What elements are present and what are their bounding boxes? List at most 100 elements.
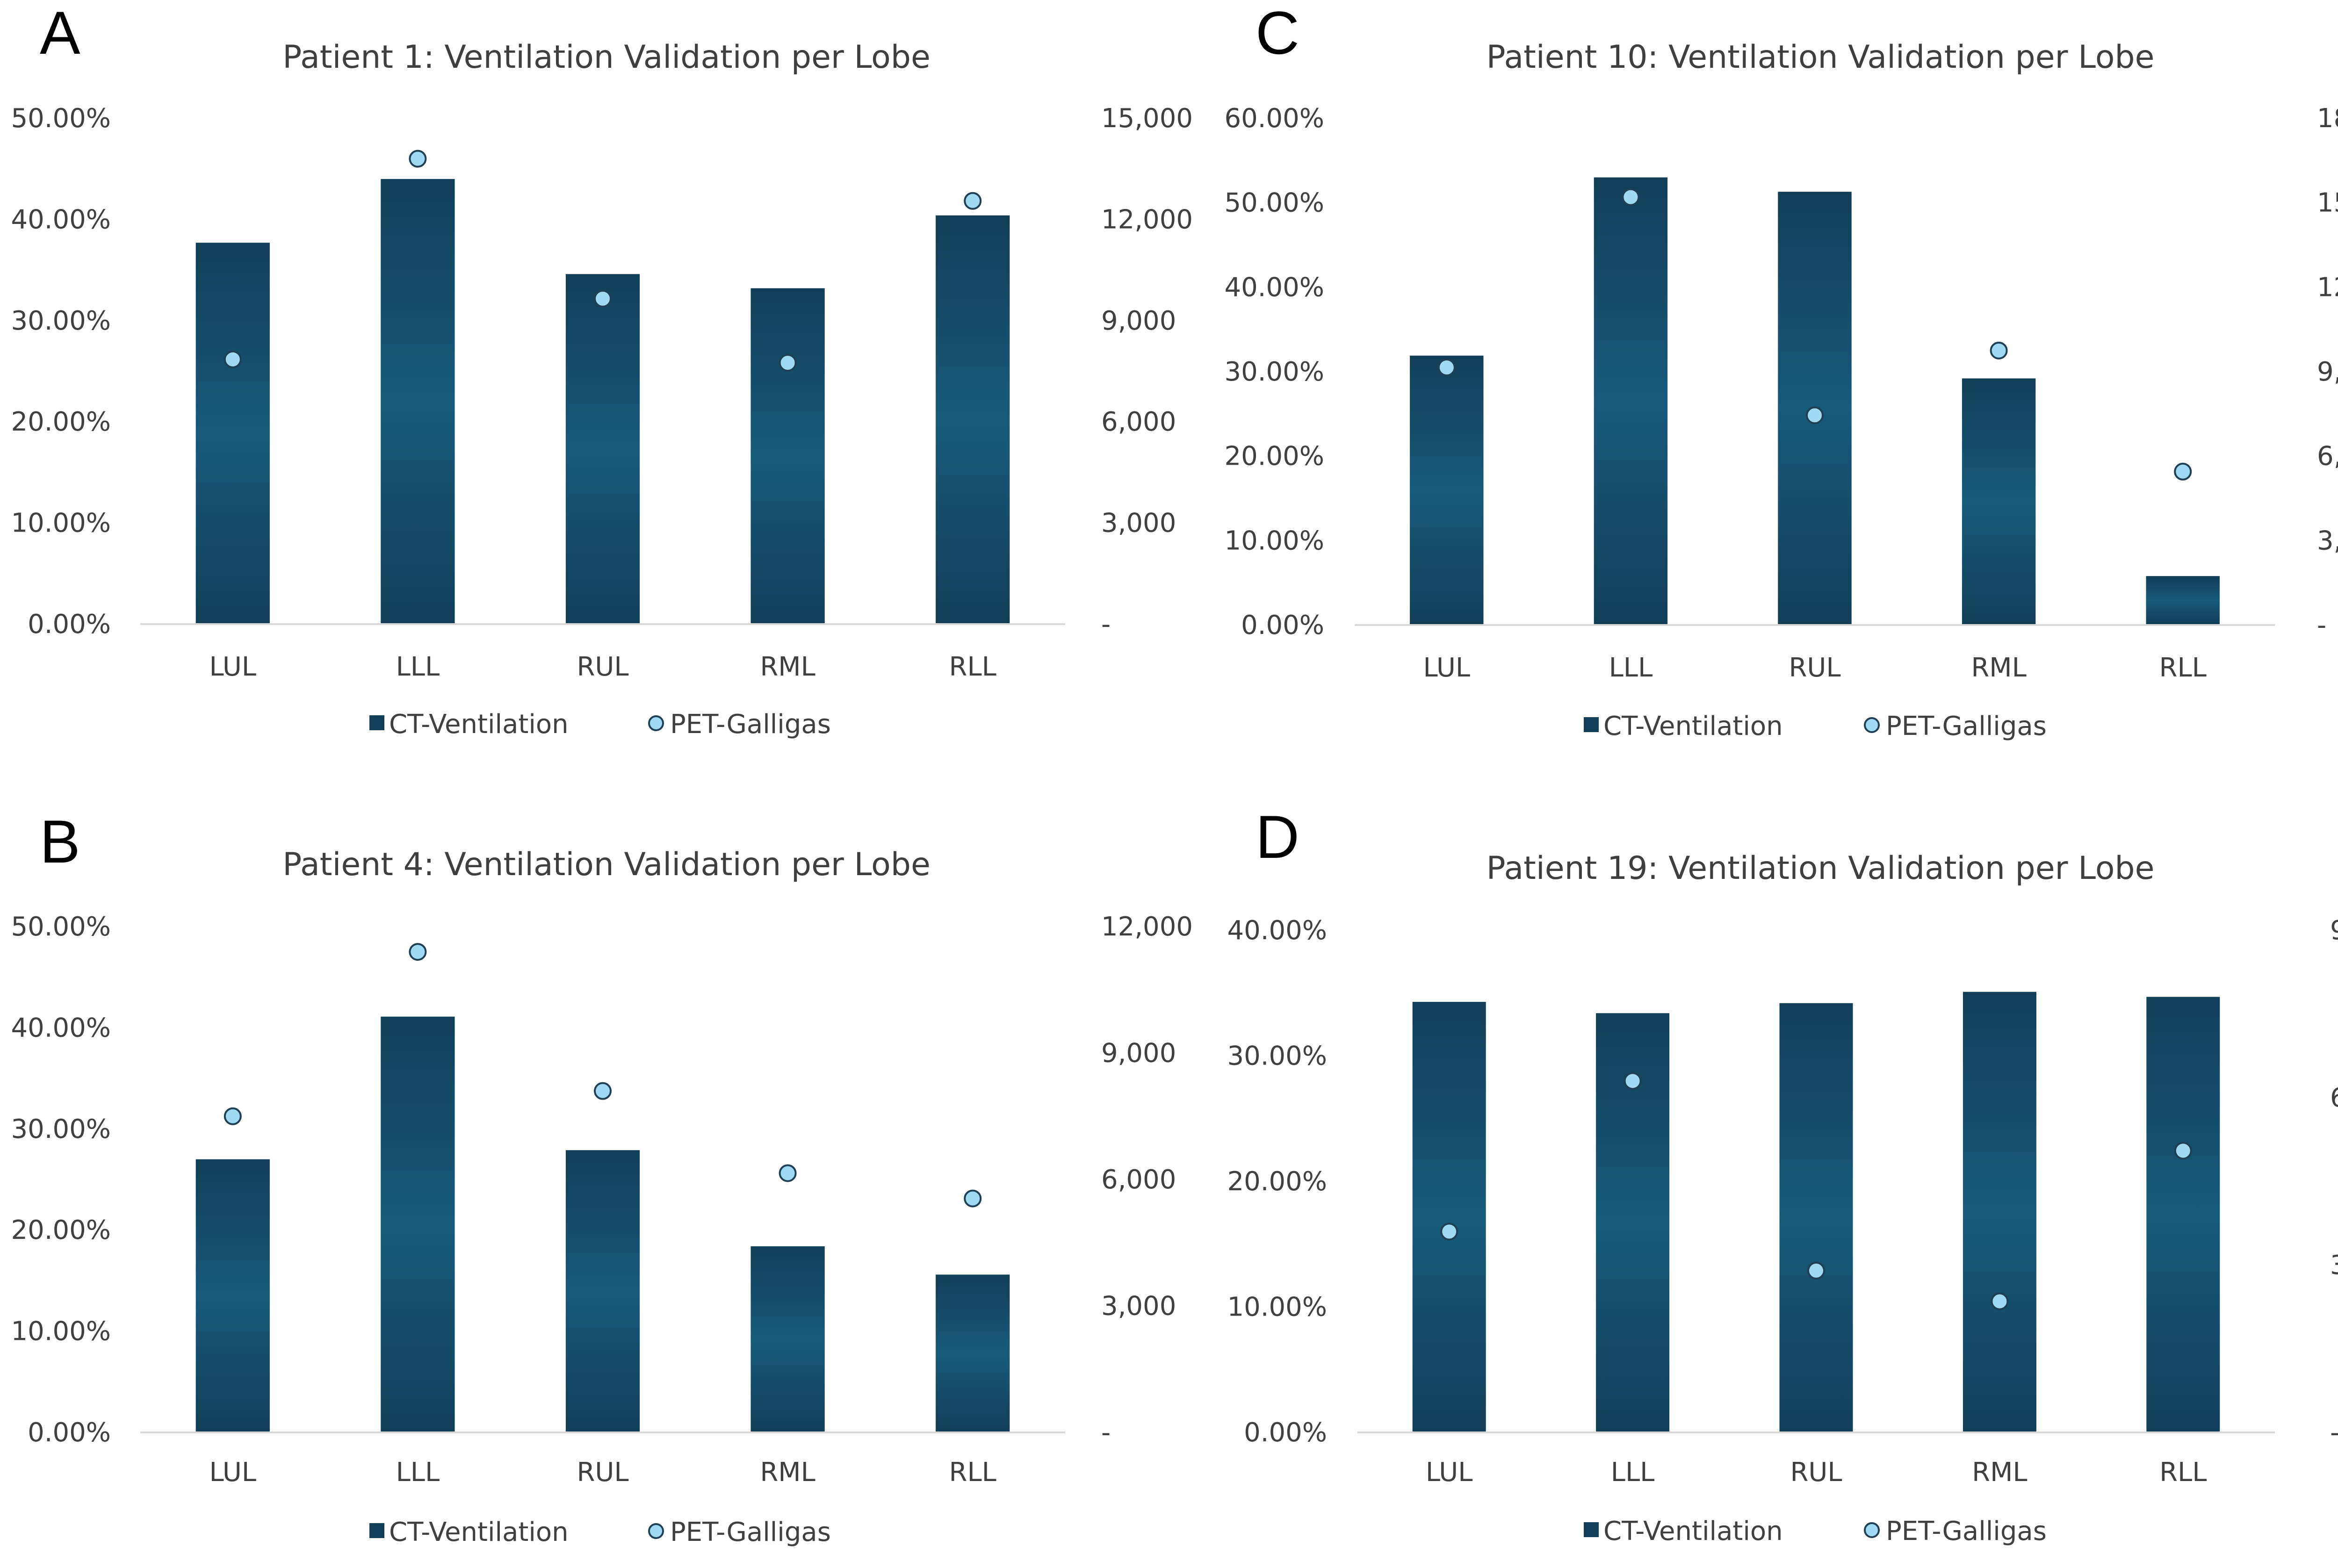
left-axis-tick-label: 50.00% <box>11 912 111 942</box>
point-pet-galligas <box>1990 341 2008 360</box>
chart-title: Patient 1: Ventilation Validation per Lo… <box>282 39 931 76</box>
category-label: LUL <box>1426 1457 1473 1488</box>
legend-marker-pet-galligas <box>1864 1522 1880 1538</box>
bar-ct-ventilation <box>1963 992 2036 1432</box>
right-axis-tick-label: 9,000 <box>2330 915 2338 946</box>
category-label: RLL <box>2159 653 2207 683</box>
left-axis-tick-label: 40.00% <box>1224 272 1324 302</box>
category-label: RUL <box>1789 653 1840 683</box>
category-label: RLL <box>949 652 996 682</box>
legend-swatch-ct-ventilation <box>1584 717 1599 732</box>
category-label: RUL <box>577 652 628 682</box>
right-axis-tick-label: 3,000 <box>2330 1250 2338 1280</box>
point-pet-galligas <box>409 943 427 961</box>
category-label: LLL <box>1609 653 1653 683</box>
point-pet-galligas <box>2174 1142 2192 1160</box>
left-axis-tick-label: 10.00% <box>11 1316 111 1347</box>
category-label: LUL <box>209 652 256 682</box>
point-pet-galligas <box>1624 1072 1642 1090</box>
bar-ct-ventilation <box>936 1274 1010 1432</box>
point-pet-galligas <box>1440 1223 1458 1241</box>
left-axis-tick-label: 40.00% <box>1227 915 1327 946</box>
right-axis-tick-label: 12,000 <box>2317 272 2338 302</box>
legend-marker-pet-galligas <box>648 715 664 731</box>
bar-ct-ventilation <box>1779 1003 1853 1432</box>
legend-marker-pet-galligas <box>648 1523 664 1539</box>
chart-title: Patient 10: Ventilation Validation per L… <box>1487 39 2155 76</box>
legend-label-ct-ventilation: CT-Ventilation <box>1603 1516 1783 1546</box>
point-pet-galligas <box>964 192 982 210</box>
bar-ct-ventilation <box>1962 378 2036 625</box>
bar-ct-ventilation <box>565 274 640 624</box>
category-label: RUL <box>1790 1457 1842 1488</box>
bar-ct-ventilation <box>750 288 825 624</box>
left-axis-tick-label: 10.00% <box>1224 525 1324 556</box>
panel-letter-b: B <box>40 807 80 876</box>
category-label: RML <box>1972 1457 2027 1488</box>
left-axis-tick-label: 50.00% <box>1224 188 1324 218</box>
left-axis-tick-label: 20.00% <box>1224 441 1324 472</box>
point-pet-galligas <box>1622 188 1640 206</box>
category-label: LLL <box>396 652 440 682</box>
left-axis-tick-label: 30.00% <box>11 306 111 336</box>
bar-ct-ventilation <box>750 1246 825 1432</box>
left-axis-tick-label: 20.00% <box>11 407 111 437</box>
left-axis-tick-label: 30.00% <box>1227 1041 1327 1072</box>
point-pet-galligas <box>1437 358 1456 376</box>
right-axis-tick-label: - <box>2330 1417 2338 1448</box>
panel-letter-a: A <box>40 0 80 67</box>
legend-marker-pet-galligas <box>1864 717 1880 733</box>
left-axis-tick-label: 20.00% <box>11 1215 111 1245</box>
right-axis-tick-label: 3,000 <box>2317 525 2338 556</box>
right-axis-tick-label: 9,000 <box>2317 357 2338 387</box>
legend-swatch-ct-ventilation <box>1584 1522 1599 1537</box>
right-axis-tick-label: 12,000 <box>1101 912 1193 942</box>
category-label: RML <box>760 652 815 682</box>
category-label: RML <box>760 1457 815 1488</box>
chart-title: Patient 19: Ventilation Validation per L… <box>1487 850 2155 887</box>
left-axis-tick-label: 40.00% <box>11 1013 111 1043</box>
chart-patient-1: Patient 1: Ventilation Validation per Lo… <box>11 39 1192 740</box>
legend-label-pet-galligas: PET-Galligas <box>670 1517 831 1547</box>
legend-label-ct-ventilation: CT-Ventilation <box>389 1517 569 1547</box>
right-axis-tick-label: 15,000 <box>2317 188 2338 218</box>
bar-ct-ventilation <box>2146 997 2220 1432</box>
left-axis-tick-label: 10.00% <box>1227 1292 1327 1323</box>
bar-ct-ventilation <box>1594 177 1668 625</box>
category-label: RLL <box>949 1457 996 1488</box>
right-axis-tick-label: 15,000 <box>1101 103 1193 134</box>
chart-title: Patient 4: Ventilation Validation per Lo… <box>282 846 931 883</box>
chart-patient-4: Patient 4: Ventilation Validation per Lo… <box>11 846 1192 1547</box>
right-axis-tick-label: 18,000 <box>2317 103 2338 134</box>
right-axis-tick-label: 6,000 <box>2330 1083 2338 1113</box>
right-axis-tick-label: - <box>1101 609 1111 640</box>
category-label: LLL <box>1611 1457 1655 1488</box>
left-axis-tick-label: 30.00% <box>11 1114 111 1144</box>
point-pet-galligas <box>224 350 242 368</box>
right-axis-tick-label: 6,000 <box>2317 441 2338 472</box>
panel-letter-d: D <box>1256 803 1299 871</box>
chart-patient-19: Patient 19: Ventilation Validation per L… <box>1227 850 2338 1546</box>
category-label: LUL <box>209 1457 256 1488</box>
point-pet-galligas <box>224 1107 242 1125</box>
bar-ct-ventilation <box>1412 1002 1486 1432</box>
point-pet-galligas <box>594 1082 612 1100</box>
category-label: RML <box>1971 653 2026 683</box>
bar-ct-ventilation <box>565 1150 640 1432</box>
legend-label-pet-galligas: PET-Galligas <box>670 709 831 740</box>
bar-ct-ventilation <box>2146 576 2220 625</box>
bar-ct-ventilation <box>381 179 455 625</box>
bar-ct-ventilation <box>936 215 1010 624</box>
right-axis-tick-label: 3,000 <box>1101 1291 1176 1322</box>
left-axis-tick-label: 20.00% <box>1227 1166 1327 1197</box>
legend-swatch-ct-ventilation <box>369 1523 384 1538</box>
left-axis-tick-label: 50.00% <box>11 103 111 134</box>
left-axis-tick-label: 60.00% <box>1224 103 1324 134</box>
right-axis-tick-label: 9,000 <box>1101 1038 1176 1069</box>
point-pet-galligas <box>409 150 427 168</box>
category-label: LUL <box>1423 653 1470 683</box>
point-pet-galligas <box>779 353 797 372</box>
left-axis-tick-label: 0.00% <box>1244 1417 1327 1448</box>
point-pet-galligas <box>1807 1261 1825 1280</box>
